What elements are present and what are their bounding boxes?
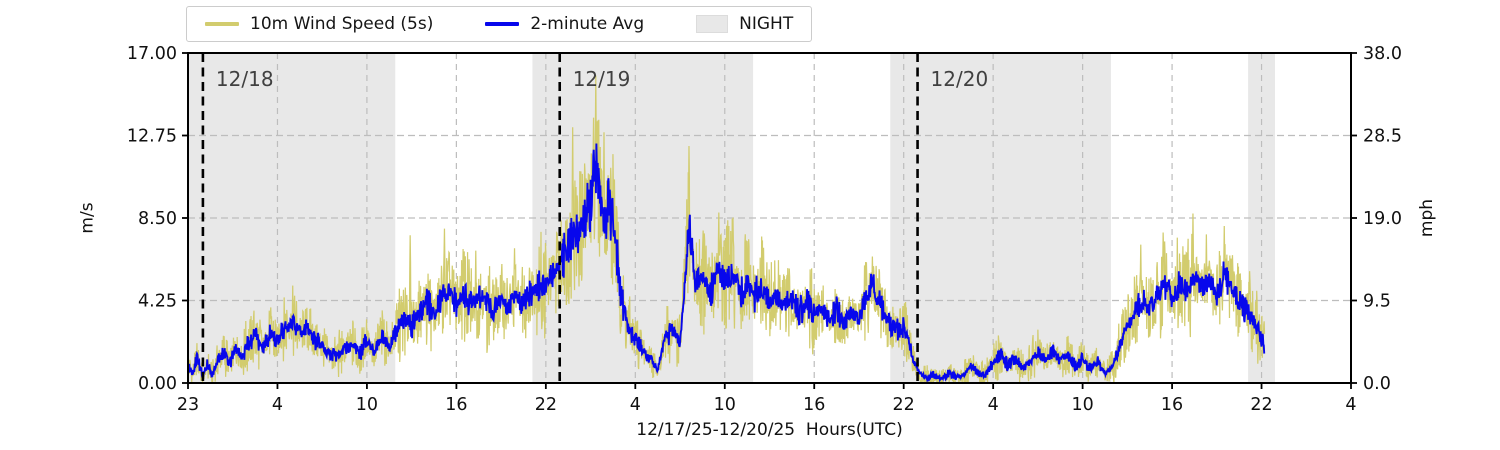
- night-label: NIGHT: [739, 14, 794, 34]
- y-tick-label-left: 12.75: [127, 127, 177, 147]
- legend-item-night: NIGHT: [696, 14, 793, 34]
- x-axis-label: 12/17/25-12/20/25 Hours(UTC): [636, 420, 903, 440]
- x-tick-label: 10: [714, 395, 736, 415]
- y-tick-label-right: 9.5: [1363, 292, 1391, 312]
- y-axis-label-right: mph: [1417, 198, 1438, 238]
- x-tick-label: 22: [535, 395, 557, 415]
- x-tick-label: 16: [1161, 395, 1183, 415]
- y-tick-label-right: 28.5: [1363, 127, 1402, 147]
- date-annotation: 12/20: [931, 67, 989, 91]
- legend-item-raw: 10m Wind Speed (5s): [205, 14, 433, 34]
- y-tick-label-right: 38.0: [1363, 44, 1402, 64]
- y-tick-label-left: 4.25: [138, 292, 177, 312]
- y-tick-label-left: 0.00: [138, 374, 177, 394]
- x-tick-label: 4: [988, 395, 999, 415]
- y-tick-label-right: 19.0: [1363, 209, 1402, 229]
- x-tick-label: 23: [177, 395, 199, 415]
- date-annotation: 12/18: [216, 67, 274, 91]
- x-tick-label: 10: [1071, 395, 1093, 415]
- x-tick-label: 16: [445, 395, 467, 415]
- x-tick-label: 22: [1250, 395, 1272, 415]
- y-tick-label-left: 17.00: [127, 44, 177, 64]
- y-tick-label-left: 8.50: [138, 209, 177, 229]
- x-tick-label: 4: [272, 395, 283, 415]
- date-annotation: 12/19: [573, 67, 631, 91]
- x-tick-label: 4: [1345, 395, 1356, 415]
- night-region: [890, 53, 1111, 383]
- x-tick-label: 16: [803, 395, 825, 415]
- raw-series-label: 10m Wind Speed (5s): [250, 14, 434, 34]
- avg-series-swatch: [485, 22, 520, 26]
- legend-item-avg: 2-minute Avg: [485, 14, 644, 34]
- raw-series-swatch: [205, 22, 239, 26]
- x-tick-label: 22: [893, 395, 915, 415]
- avg-series-label: 2-minute Avg: [530, 14, 645, 34]
- x-tick-label: 4: [630, 395, 641, 415]
- x-tick-label: 10: [356, 395, 378, 415]
- avg-wind-series: [187, 143, 1266, 383]
- legend: 10m Wind Speed (5s) 2-minute Avg NIGHT: [186, 6, 813, 42]
- y-axis-label-left: m/s: [77, 202, 98, 234]
- y-tick-label-right: 0.0: [1363, 374, 1391, 394]
- night-patch-swatch: [696, 15, 729, 33]
